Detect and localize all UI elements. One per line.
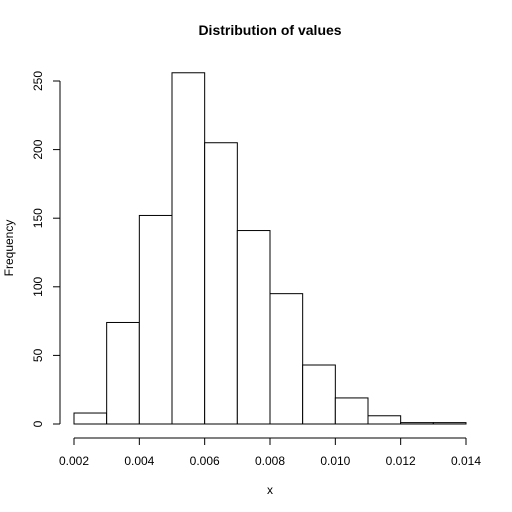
y-tick-label-3: 150 <box>31 208 45 228</box>
y-tick-label-0: 0 <box>31 420 45 427</box>
x-tick-label-6: 0.014 <box>451 454 481 468</box>
y-tick-label-5: 250 <box>31 71 45 91</box>
x-tick-label-3: 0.008 <box>255 454 285 468</box>
x-axis: 0.002 0.004 0.006 0.008 0.010 0.012 0.014 <box>59 437 481 468</box>
y-axis: 0 50 100 150 200 250 <box>31 71 61 427</box>
x-tick-label-1: 0.004 <box>124 454 154 468</box>
y-tick-label-1: 50 <box>31 348 45 362</box>
histogram-bar-6 <box>269 293 304 425</box>
x-axis-label: x <box>267 483 273 497</box>
histogram-bar-8 <box>334 397 369 425</box>
histogram-bar-11 <box>432 422 467 425</box>
chart-title: Distribution of values <box>198 22 341 38</box>
histogram-bar-9 <box>367 415 402 425</box>
histogram-bar-5 <box>236 230 271 425</box>
x-tick-label-5: 0.012 <box>386 454 416 468</box>
bars-group <box>73 72 467 425</box>
y-axis-label: Frequency <box>2 220 16 277</box>
histogram-bar-7 <box>302 364 336 425</box>
x-tick-label-4: 0.010 <box>320 454 350 468</box>
x-tick-label-2: 0.006 <box>190 454 220 468</box>
histogram-bar-3 <box>171 72 206 425</box>
y-tick-label-4: 200 <box>31 139 45 159</box>
histogram-bar-10 <box>400 422 434 425</box>
histogram-bar-4 <box>204 142 238 425</box>
x-tick-label-0: 0.002 <box>59 454 89 468</box>
y-tick-label-2: 100 <box>31 276 45 296</box>
histogram-bar-2 <box>138 214 173 425</box>
histogram-bar-0 <box>73 412 108 425</box>
histogram-bar-1 <box>106 321 140 425</box>
